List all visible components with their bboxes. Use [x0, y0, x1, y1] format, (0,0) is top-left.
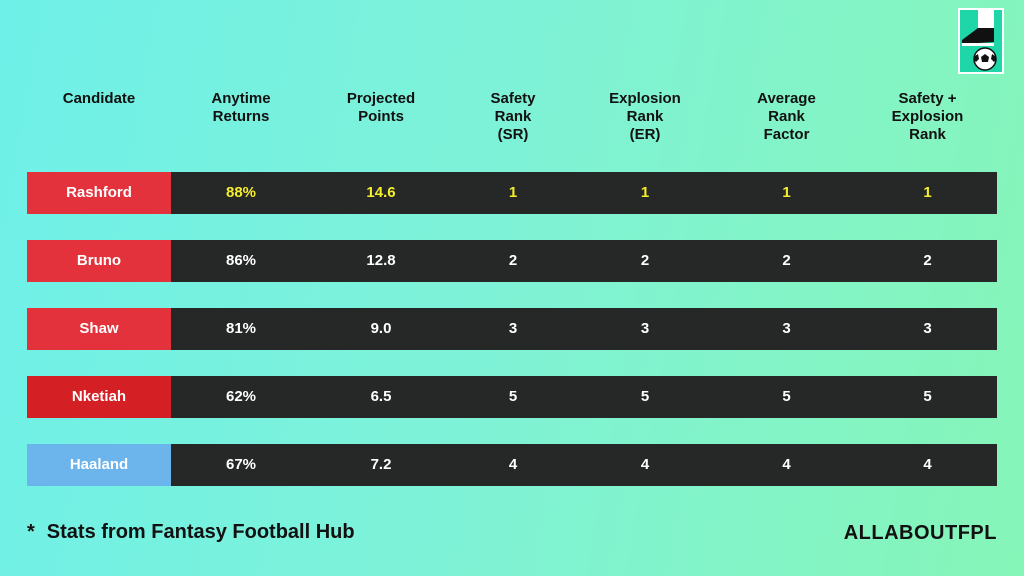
projected-points-value: 7.2 — [370, 456, 392, 473]
average-rank-factor-value: 3 — [782, 320, 791, 337]
candidate-name: Haaland — [27, 444, 171, 486]
safety-rank-value: 5 — [508, 388, 518, 405]
anytime-returns-value: 86% — [225, 252, 257, 269]
table-row: Nketiah 62% 6.5 5 5 5 5 — [27, 376, 997, 418]
explosion-rank-value: 4 — [640, 456, 650, 473]
projected-points-value: 14.6 — [366, 184, 396, 201]
footnote-asterisk: * — [27, 521, 35, 543]
average-rank-factor-value: 1 — [782, 184, 791, 201]
anytime-returns-value: 81% — [225, 320, 257, 337]
safety-rank-value: 4 — [508, 456, 518, 473]
safety-explosion-rank-value: 1 — [923, 184, 932, 201]
explosion-rank-value: 3 — [640, 320, 650, 337]
candidate-name: Bruno — [27, 240, 171, 282]
average-rank-factor-value: 5 — [782, 388, 791, 405]
projected-points-value: 6.5 — [370, 388, 392, 405]
anytime-returns-value: 88% — [225, 184, 257, 201]
header-average-rank-factor: Average Rank Factor — [757, 90, 816, 143]
footnote: * Stats from Fantasy Football Hub — [27, 521, 355, 544]
footnote-text: Stats from Fantasy Football Hub — [46, 521, 355, 543]
safety-rank-value: 2 — [508, 252, 518, 269]
safety-explosion-rank-value: 5 — [923, 388, 932, 405]
candidate-name: Nketiah — [27, 376, 171, 418]
header-safety-explosion-rank: Safety + Explosion Rank — [891, 90, 964, 143]
table-row: Haaland 67% 7.2 4 4 4 4 — [27, 444, 997, 486]
explosion-rank-value: 1 — [640, 184, 650, 201]
boot-and-football-icon — [958, 8, 1004, 74]
brand-wordmark: ALLABOUTFPL — [843, 522, 997, 544]
anytime-returns-value: 67% — [225, 456, 257, 473]
explosion-rank-value: 2 — [640, 252, 650, 269]
table-header: Candidate Anytime Returns Projected Poin… — [27, 90, 997, 150]
header-explosion-rank: Explosion Rank (ER) — [609, 90, 681, 143]
safety-rank-value: 1 — [508, 184, 518, 201]
safety-rank-value: 3 — [508, 320, 518, 337]
header-projected-points: Projected Points — [346, 90, 416, 125]
projected-points-value: 9.0 — [370, 320, 392, 337]
header-candidate: Candidate — [62, 90, 136, 107]
safety-explosion-rank-value: 2 — [923, 252, 932, 269]
header-anytime-returns: Anytime Returns — [211, 90, 271, 125]
safety-explosion-rank-value: 3 — [923, 320, 932, 337]
table-row: Rashford 88% 14.6 1 1 1 1 — [27, 172, 997, 214]
table-row: Bruno 86% 12.8 2 2 2 2 — [27, 240, 997, 282]
projected-points-value: 12.8 — [366, 252, 396, 269]
header-safety-rank: Safety Rank (SR) — [490, 90, 536, 143]
safety-explosion-rank-value: 4 — [923, 456, 932, 473]
explosion-rank-value: 5 — [640, 388, 650, 405]
table-row: Shaw 81% 9.0 3 3 3 3 — [27, 308, 997, 350]
candidate-name: Rashford — [27, 172, 171, 214]
anytime-returns-value: 62% — [225, 388, 257, 405]
average-rank-factor-value: 4 — [782, 456, 791, 473]
candidate-name: Shaw — [27, 308, 171, 350]
average-rank-factor-value: 2 — [782, 252, 791, 269]
